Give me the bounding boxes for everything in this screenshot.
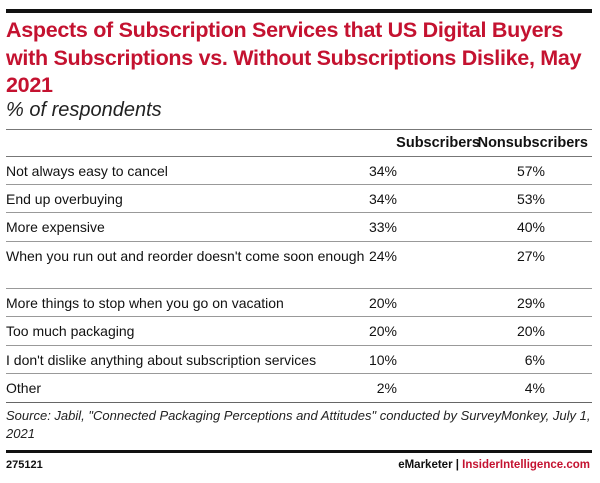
column-header-subscribers: Subscribers	[396, 135, 480, 151]
value-nonsubscribers: 40%	[516, 219, 545, 235]
value-subscribers: 2%	[376, 380, 397, 396]
bottom-bar	[6, 450, 592, 453]
row-label: Too much packaging	[6, 323, 135, 339]
row-label: Not always easy to cancel	[6, 163, 168, 179]
value-subscribers: 20%	[368, 323, 397, 339]
row-divider	[6, 288, 592, 289]
brand-separator: |	[455, 459, 459, 471]
value-subscribers: 34%	[368, 163, 397, 179]
value-nonsubscribers: 6%	[524, 352, 545, 368]
value-nonsubscribers: 53%	[516, 191, 545, 207]
value-nonsubscribers: 4%	[524, 380, 545, 396]
value-subscribers: 33%	[368, 219, 397, 235]
row-label: More expensive	[6, 219, 105, 235]
chart-subtitle: % of respondents	[6, 99, 162, 121]
top-bar	[6, 9, 592, 13]
row-divider	[6, 402, 592, 403]
brand-insider-link[interactable]: InsiderIntelligence.com	[462, 459, 590, 471]
row-divider	[6, 373, 592, 374]
brand: eMarketer | InsiderIntelligence.com	[398, 459, 590, 471]
chart-title: Aspects of Subscription Services that US…	[6, 18, 582, 97]
brand-emarketer: eMarketer	[398, 459, 453, 471]
source-note: Source: Jabil, "Connected Packaging Perc…	[6, 408, 591, 441]
row-label: When you run out and reorder doesn't com…	[6, 248, 365, 264]
value-nonsubscribers: 57%	[516, 163, 545, 179]
row-divider	[6, 184, 592, 185]
row-divider	[6, 212, 592, 213]
value-subscribers: 24%	[368, 248, 397, 264]
divider	[6, 156, 592, 157]
column-header-nonsubscribers: Nonsubscribers	[477, 135, 588, 151]
row-divider	[6, 316, 592, 317]
row-label: Other	[6, 380, 42, 396]
chart-id: 275121	[6, 459, 43, 471]
row-divider	[6, 345, 592, 346]
row-divider	[6, 241, 592, 242]
row-label: More things to stop when you go on vacat…	[6, 295, 284, 311]
value-nonsubscribers: 20%	[516, 323, 545, 339]
value-nonsubscribers: 29%	[516, 295, 545, 311]
value-subscribers: 10%	[368, 352, 397, 368]
divider	[6, 129, 592, 130]
row-label: I don't dislike anything about subscript…	[6, 352, 317, 368]
row-label: End up overbuying	[6, 191, 123, 207]
value-subscribers: 34%	[368, 191, 397, 207]
value-subscribers: 20%	[368, 295, 397, 311]
value-nonsubscribers: 27%	[516, 248, 545, 264]
